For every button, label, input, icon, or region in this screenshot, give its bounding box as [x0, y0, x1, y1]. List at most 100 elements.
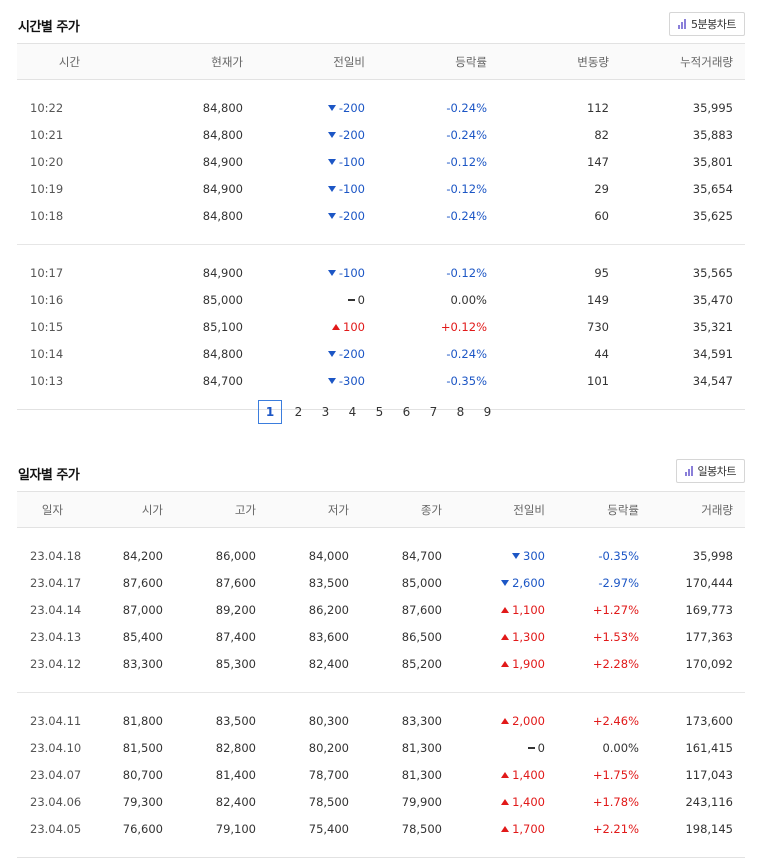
open-cell: 79,300	[122, 794, 163, 809]
cumulative-volume-cell: 35,995	[692, 100, 733, 115]
rate-cell: 0.00%	[450, 292, 487, 307]
time-cell: 10:16	[30, 292, 64, 307]
change-value: -200	[338, 208, 365, 223]
close-cell: 81,300	[401, 740, 442, 755]
change-cell: -200	[255, 202, 377, 229]
table-row: 10:14 84,800 -200 -0.24% 44 34,591	[17, 340, 745, 367]
five-minute-chart-button[interactable]: 5분봉차트	[669, 12, 745, 36]
close-cell: 85,200	[401, 656, 442, 671]
spacer-cell	[17, 842, 745, 858]
change-value: 1,700	[512, 821, 545, 836]
cumulative-volume-cell: 35,321	[692, 319, 733, 334]
time-cell: 10:22	[30, 100, 64, 115]
change-value: 1,400	[512, 794, 545, 809]
col-header-open: 시가	[87, 491, 175, 528]
page-link-3[interactable]: 3	[321, 405, 330, 419]
date-cell: 23.04.11	[30, 713, 82, 728]
triangle-up-icon	[501, 660, 510, 667]
date-cell: 23.04.06	[30, 794, 82, 809]
time-cell: 10:14	[30, 346, 64, 361]
change-cell: 300	[454, 542, 557, 569]
page-link-7[interactable]: 7	[429, 405, 438, 419]
volume-change-cell: 149	[587, 292, 609, 307]
change-value: -200	[338, 100, 365, 115]
change-cell: 1,900	[454, 650, 557, 677]
price-cell: 84,900	[202, 181, 243, 196]
low-cell: 80,200	[308, 740, 349, 755]
high-cell: 85,300	[215, 656, 256, 671]
change-value: -100	[338, 181, 365, 196]
page-link-6[interactable]: 6	[402, 405, 411, 419]
col-header-volume-change: 변동량	[499, 43, 621, 80]
change-cell: 1,700	[454, 815, 557, 842]
table-row: 23.04.06 79,300 82,400 78,500 79,900 1,400 +1.…	[17, 788, 745, 815]
date-cell: 23.04.17	[30, 575, 82, 590]
page-link-4[interactable]: 4	[348, 405, 357, 419]
low-cell: 82,400	[308, 656, 349, 671]
table-row: 23.04.10 81,500 82,800 80,200 81,300 0 0.00% 16…	[17, 734, 745, 761]
daily-section-title: 일자별 주가	[18, 468, 80, 483]
time-cell: 10:21	[30, 127, 64, 142]
price-cell: 85,000	[202, 292, 243, 307]
col-header-time: 시간	[17, 43, 121, 80]
triangle-up-icon	[501, 771, 510, 778]
low-cell: 86,200	[308, 602, 349, 617]
change-cell: 2,000	[454, 707, 557, 734]
low-cell: 80,300	[308, 713, 349, 728]
cumulative-volume-cell: 34,591	[692, 346, 733, 361]
rate-cell: +2.21%	[592, 821, 639, 836]
volume-cell: 177,363	[685, 629, 733, 644]
change-value: 100	[343, 319, 365, 334]
triangle-up-icon	[332, 323, 341, 330]
page-link-8[interactable]: 8	[456, 405, 465, 419]
change-value: 0	[357, 292, 365, 307]
page-link-9[interactable]: 9	[483, 405, 492, 419]
change-value: 1,900	[512, 656, 545, 671]
rate-cell: -0.12%	[446, 154, 487, 169]
triangle-down-icon	[327, 104, 336, 111]
open-cell: 81,500	[122, 740, 163, 755]
rate-cell: +1.53%	[592, 629, 639, 644]
change-value: -200	[338, 346, 365, 361]
row-spacer	[17, 394, 745, 410]
hourly-table-header: 시간 현재가 전일비 등락률 변동량 누적거래량	[17, 43, 745, 80]
daily-chart-button[interactable]: 일봉차트	[675, 459, 745, 483]
close-cell: 78,500	[401, 821, 442, 836]
page-link-1[interactable]: 1	[258, 400, 282, 424]
close-cell: 81,300	[401, 767, 442, 782]
triangle-down-icon	[327, 185, 336, 192]
page-link-5[interactable]: 5	[375, 405, 384, 419]
volume-cell: 169,773	[685, 602, 733, 617]
col-header-low: 저가	[268, 491, 361, 528]
volume-change-cell: 112	[587, 100, 609, 115]
high-cell: 81,400	[215, 767, 256, 782]
open-cell: 85,400	[122, 629, 163, 644]
table-row: 23.04.12 83,300 85,300 82,400 85,200 1,900 +2.…	[17, 650, 745, 677]
table-row: 23.04.05 76,600 79,100 75,400 78,500 1,700 +2.…	[17, 815, 745, 842]
triangle-down-icon	[501, 579, 510, 586]
table-row: 23.04.14 87,000 89,200 86,200 87,600 1,100 +1.…	[17, 596, 745, 623]
table-row: 10:20 84,900 -100 -0.12% 147 35,801	[17, 148, 745, 175]
price-cell: 84,800	[202, 346, 243, 361]
table-row: 23.04.18 84,200 86,000 84,000 84,700 300 -0.35…	[17, 542, 745, 569]
spacer-cell	[17, 677, 745, 693]
daily-table-header: 일자 시가 고가 저가 종가 전일비 등락률 거래량	[17, 491, 745, 528]
triangle-down-icon	[327, 377, 336, 384]
col-header-current-price: 현재가	[121, 43, 255, 80]
table-row: 23.04.17 87,600 87,600 83,500 85,000 2,600 -2.…	[17, 569, 745, 596]
daily-price-table: 일자 시가 고가 저가 종가 전일비 등락률 거래량 23.04.18 84,20…	[17, 491, 745, 858]
rate-cell: 0.00%	[602, 740, 639, 755]
close-cell: 87,600	[401, 602, 442, 617]
triangle-up-icon	[501, 606, 510, 613]
low-cell: 78,700	[308, 767, 349, 782]
change-cell: 1,400	[454, 788, 557, 815]
volume-cell: 170,444	[685, 575, 733, 590]
change-value: 0	[537, 740, 545, 755]
change-value: 2,000	[512, 713, 545, 728]
page-link-2[interactable]: 2	[294, 405, 303, 419]
table-row: 23.04.13 85,400 87,400 83,600 86,500 1,300 +1.…	[17, 623, 745, 650]
bar-chart-icon	[684, 466, 693, 476]
volume-cell: 117,043	[685, 767, 733, 782]
col-header-close: 종가	[361, 491, 454, 528]
